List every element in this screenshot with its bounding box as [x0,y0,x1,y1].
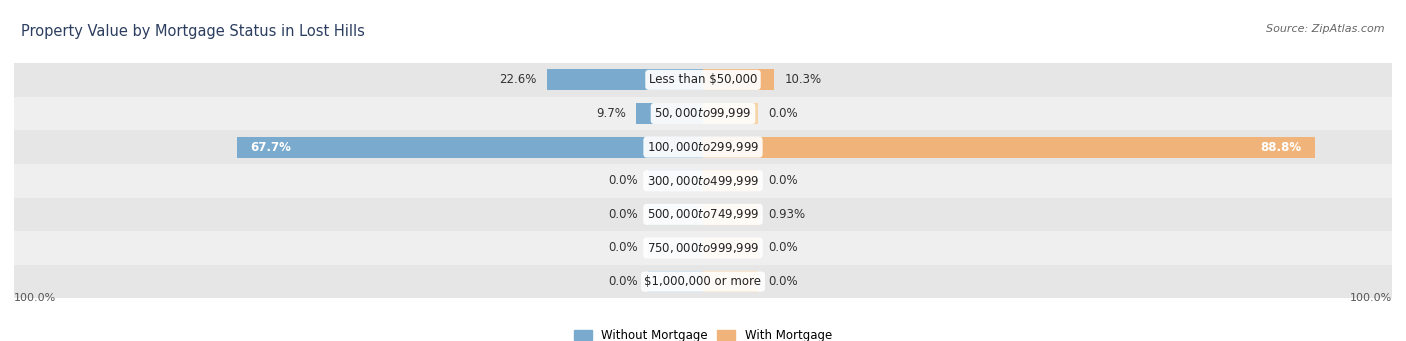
Text: 0.0%: 0.0% [769,107,799,120]
Legend: Without Mortgage, With Mortgage: Without Mortgage, With Mortgage [569,324,837,341]
Bar [547,70,703,90]
Bar [648,271,703,292]
Bar [703,103,758,124]
Bar [703,238,758,258]
Bar [0,197,1406,231]
Text: $750,000 to $999,999: $750,000 to $999,999 [647,241,759,255]
Bar [703,170,758,191]
Text: $300,000 to $499,999: $300,000 to $499,999 [647,174,759,188]
Bar [636,103,703,124]
Bar [703,204,758,225]
Bar [0,130,1406,164]
Bar [648,170,703,191]
Text: 100.0%: 100.0% [1350,293,1392,303]
Text: 9.7%: 9.7% [596,107,626,120]
Bar [236,137,703,158]
Text: $500,000 to $749,999: $500,000 to $749,999 [647,207,759,221]
Bar [648,238,703,258]
Text: 0.0%: 0.0% [607,241,637,254]
Text: 88.8%: 88.8% [1260,140,1301,153]
Bar [0,97,1406,130]
Bar [648,204,703,225]
Text: $50,000 to $99,999: $50,000 to $99,999 [654,106,752,120]
Bar [0,265,1406,298]
Text: 0.0%: 0.0% [769,241,799,254]
Bar [0,231,1406,265]
Text: $1,000,000 or more: $1,000,000 or more [644,275,762,288]
Text: 67.7%: 67.7% [250,140,291,153]
Bar [703,271,758,292]
Bar [703,70,773,90]
Text: 0.0%: 0.0% [607,208,637,221]
Bar [703,137,1315,158]
Text: Property Value by Mortgage Status in Lost Hills: Property Value by Mortgage Status in Los… [21,24,366,39]
Text: 100.0%: 100.0% [14,293,56,303]
Text: 0.93%: 0.93% [769,208,806,221]
Text: $100,000 to $299,999: $100,000 to $299,999 [647,140,759,154]
Text: 0.0%: 0.0% [607,275,637,288]
Text: 0.0%: 0.0% [607,174,637,187]
Text: 0.0%: 0.0% [769,174,799,187]
Text: 10.3%: 10.3% [785,73,821,86]
Bar [0,164,1406,197]
Bar [0,63,1406,97]
Text: 22.6%: 22.6% [499,73,537,86]
Text: Source: ZipAtlas.com: Source: ZipAtlas.com [1267,24,1385,34]
Text: Less than $50,000: Less than $50,000 [648,73,758,86]
Text: 0.0%: 0.0% [769,275,799,288]
